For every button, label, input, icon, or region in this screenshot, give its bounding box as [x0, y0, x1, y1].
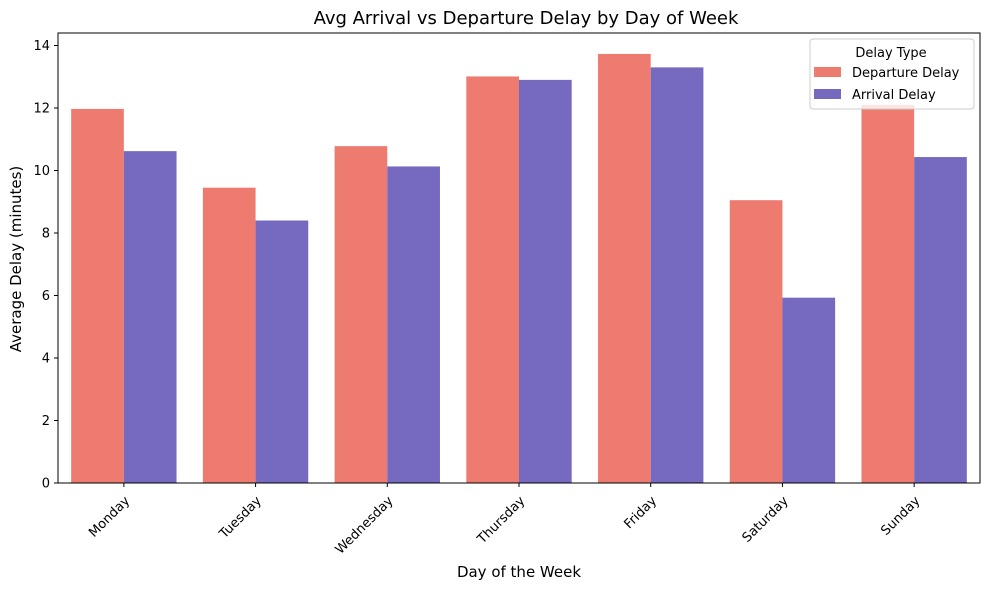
x-tick-label: Tuesday — [216, 493, 265, 542]
y-tick-label: 10 — [33, 164, 50, 179]
y-tick-label: 4 — [42, 352, 50, 367]
bar-departure-wednesday — [334, 146, 388, 483]
bar-arrival-tuesday — [255, 220, 309, 483]
bar-departure-saturday — [729, 200, 783, 483]
x-tick-label: Friday — [622, 493, 661, 532]
y-axis-label: Average Delay (minutes) — [7, 166, 25, 353]
y-tick-label: 0 — [42, 477, 50, 492]
y-tick-label: 2 — [42, 414, 50, 429]
bar-arrival-wednesday — [387, 166, 440, 483]
legend-label-arrival: Arrival Delay — [852, 88, 936, 103]
legend-title: Delay Type — [855, 46, 926, 61]
bar-departure-friday — [598, 53, 651, 483]
bar-departure-monday — [71, 108, 124, 483]
x-tick-label: Wednesday — [333, 493, 397, 557]
chart-title: Avg Arrival vs Departure Delay by Day of… — [314, 8, 739, 29]
bar-arrival-friday — [650, 67, 704, 483]
x-tick-label: Sunday — [878, 493, 923, 538]
bar-departure-thursday — [466, 76, 519, 483]
bar-departure-tuesday — [202, 187, 256, 483]
legend-label-departure: Departure Delay — [852, 66, 960, 81]
bar-arrival-saturday — [782, 297, 836, 483]
y-tick-label: 6 — [42, 289, 50, 304]
x-tick-label: Thursday — [474, 493, 528, 547]
bar-arrival-monday — [123, 151, 177, 483]
legend: Delay Type Departure Delay Arrival Delay — [809, 38, 975, 110]
x-tick-label: Saturday — [740, 493, 792, 545]
legend-swatch-arrival — [814, 89, 841, 99]
bar-departure-sunday — [861, 104, 915, 483]
y-tick-label: 8 — [42, 227, 50, 242]
plot-area: 0 2 4 6 8 10 12 14 Monday Tuesday Wednesday Thursda… — [33, 32, 981, 557]
bar-arrival-thursday — [519, 79, 572, 483]
legend-frame — [809, 38, 975, 110]
y-tick-label: 14 — [33, 39, 50, 54]
bar-arrival-sunday — [914, 157, 967, 483]
y-tick-label: 12 — [33, 102, 50, 117]
legend-swatch-departure — [814, 67, 841, 77]
x-tick-label: Monday — [86, 493, 133, 540]
x-axis-label: Day of the Week — [457, 563, 581, 581]
